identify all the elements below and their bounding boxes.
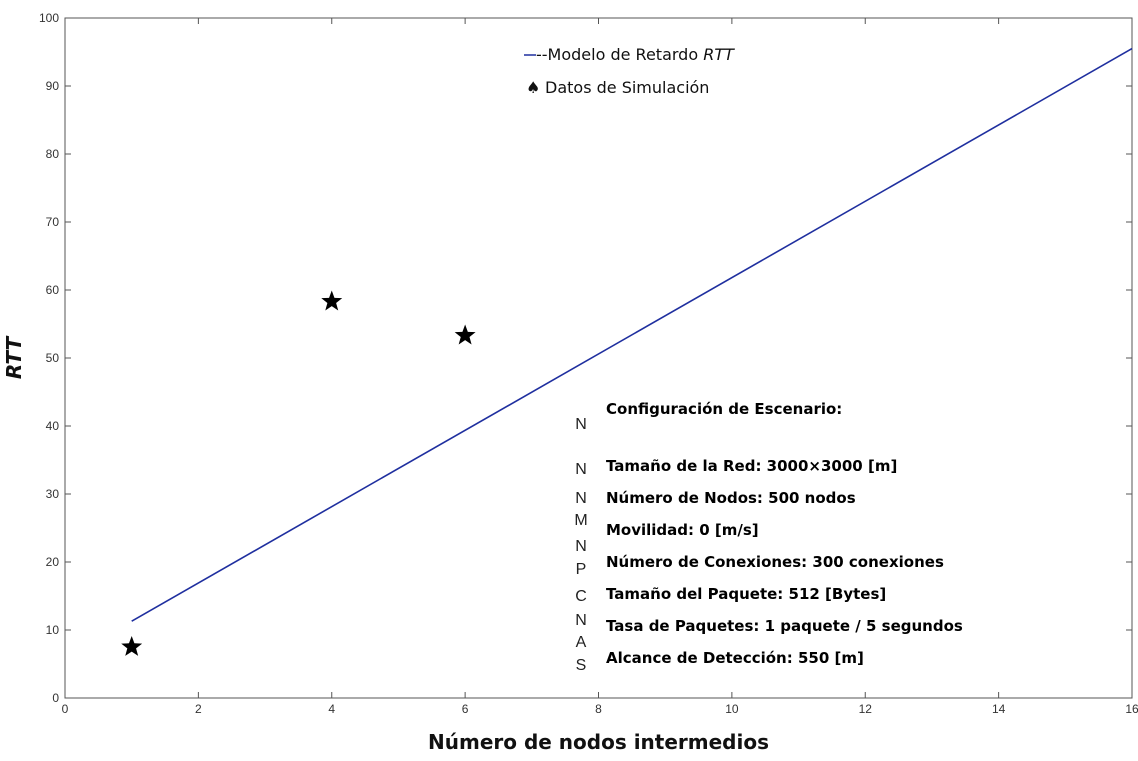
annotation-letter: N: [575, 612, 587, 629]
x-tick-label: 10: [725, 702, 739, 716]
y-tick-label: 10: [46, 623, 60, 637]
legend-spade-symbol: ♠: [526, 78, 540, 97]
y-tick-label: 40: [46, 419, 60, 433]
annotation-letter: P: [576, 561, 587, 578]
y-tick-label: 90: [46, 79, 60, 93]
x-tick-label: 14: [992, 702, 1006, 716]
y-tick-label: 50: [46, 351, 60, 365]
x-tick-label: 2: [195, 702, 202, 716]
annotation-line: Movilidad: 0 [m/s]: [606, 521, 759, 539]
plot-area: [64, 17, 1133, 699]
scenario-annotation: Configuración de Escenario: Tamaño de la …: [574, 400, 963, 674]
x-tick-label: 4: [328, 702, 335, 716]
legend-item-model: --Modelo de Retardo RTT: [536, 45, 735, 64]
annotation-letter: M: [574, 512, 587, 529]
annotation-letter: A: [576, 634, 587, 651]
annotation-letter: S: [576, 657, 587, 674]
annotation-line: Tamaño de la Red: 3000×3000 [m]: [606, 457, 897, 475]
y-tick-label: 30: [46, 487, 60, 501]
annotation-title: Configuración de Escenario:: [606, 400, 842, 418]
x-tick-label: 0: [62, 702, 69, 716]
y-tick-label: 60: [46, 283, 60, 297]
x-tick-label: 16: [1125, 702, 1138, 716]
annotation-letter: N: [575, 461, 587, 478]
legend-model-prefix: --Modelo de Retardo: [536, 45, 703, 64]
series-layer: [121, 47, 1133, 656]
y-tick-label: 100: [39, 11, 59, 25]
y-tick-label: 0: [52, 691, 59, 705]
y-tick-label: 80: [46, 147, 60, 161]
annotation-line: Número de Nodos: 500 nodos: [606, 489, 856, 507]
annotation-letter: N: [575, 490, 587, 507]
x-tick-label: 6: [462, 702, 469, 716]
simulation-star-point: [321, 290, 343, 311]
y-tick-label: 20: [46, 555, 60, 569]
annotation-line: Alcance de Detección: 550 [m]: [606, 649, 864, 667]
simulation-star-point: [454, 324, 476, 345]
annotation-line: Tasa de Paquetes: 1 paquete / 5 segundos: [606, 617, 963, 635]
annotation-line: Tamaño del Paquete: 512 [Bytes]: [606, 585, 886, 603]
annotation-letter: N: [575, 416, 587, 433]
annotation-line: Número de Conexiones: 300 conexiones: [606, 553, 944, 571]
legend-model-italic: RTT: [703, 45, 735, 64]
legend: --Modelo de Retardo RTT ♠ Datos de Simul…: [524, 45, 735, 97]
axis-ticks: 0 2 4 6 8 10 12 14 16 0 10 20 30 40 50 60 70 80 90 100: [39, 11, 1138, 716]
x-tick-label: 12: [859, 702, 873, 716]
legend-item-simulation: Datos de Simulación: [545, 78, 709, 97]
x-tick-label: 8: [595, 702, 602, 716]
y-axis-label: RTT: [2, 336, 26, 380]
y-tick-label: 70: [46, 215, 60, 229]
model-line: [131, 47, 1133, 622]
x-axis-label: Número de nodos intermedios: [428, 730, 769, 754]
simulation-star-point: [121, 636, 143, 656]
annotation-letter: N: [575, 538, 587, 555]
annotation-letter: C: [575, 588, 587, 605]
